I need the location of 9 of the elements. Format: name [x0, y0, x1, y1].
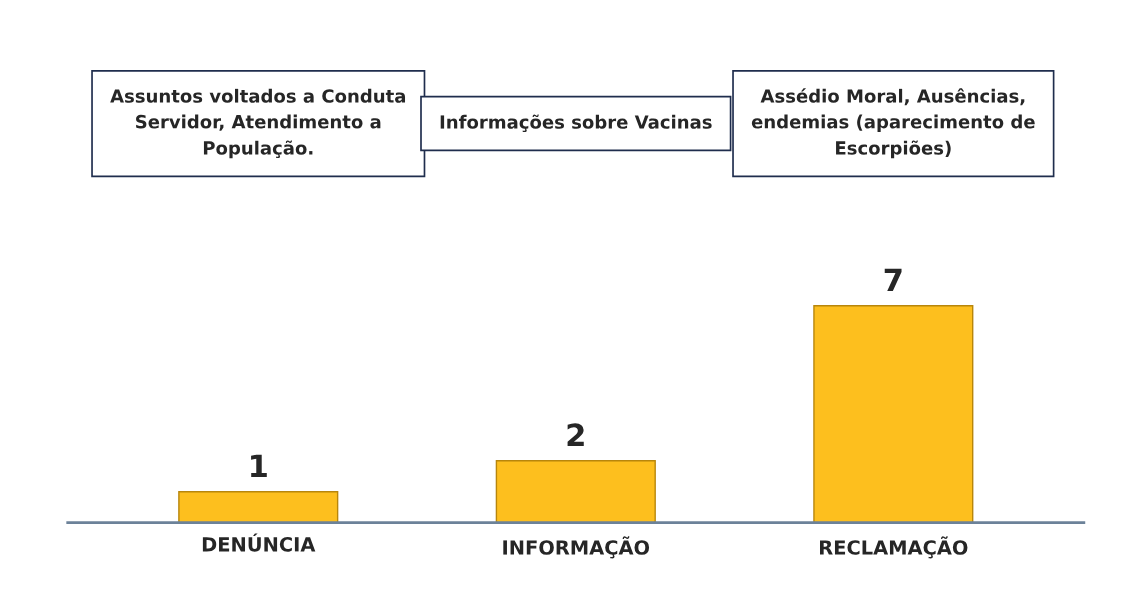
text: Assuntos voltados a Conduta Servidor, Atendimento a População. [110, 88, 406, 159]
text: Assédio Moral, Ausências, endemias (aparecimento de Escorpiões) [751, 88, 1035, 159]
data-label: 2 [567, 423, 584, 447]
x-tick-label: DENÚNCIA [202, 533, 316, 552]
x-tick-label: RECLAMAÇÃO [820, 536, 968, 559]
text: Informações sobre Vacinas [440, 114, 712, 133]
data-label: 1 [251, 454, 267, 478]
x-tick-label: INFORMAÇÃO [503, 536, 650, 559]
data-label: 7 [884, 268, 902, 292]
